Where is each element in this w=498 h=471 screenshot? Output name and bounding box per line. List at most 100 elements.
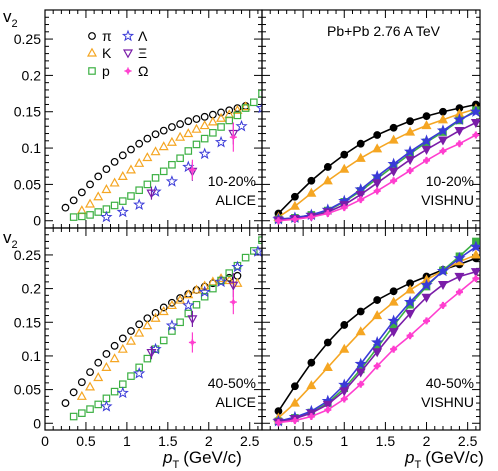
data-point-pi — [61, 399, 70, 407]
data-point-Omega — [455, 140, 463, 148]
data-point-pi — [102, 165, 111, 174]
data-point-Lambda-shape — [198, 147, 211, 160]
x-tick-label: 2.5 — [458, 433, 478, 449]
legend-entry-Omega: Ω — [124, 63, 148, 79]
data-point-Xi-shape — [388, 328, 399, 338]
data-point-K-shape — [175, 294, 186, 304]
data-point-Xi-shape — [355, 368, 366, 378]
data-point-K-shape — [207, 116, 218, 126]
data-point-p-shape — [94, 208, 103, 216]
data-point-p — [86, 211, 94, 219]
data-point-K-shape — [470, 249, 480, 259]
data-point-pi-shape — [151, 130, 160, 139]
data-point-K — [134, 157, 145, 167]
data-point-pi-shape — [225, 273, 234, 282]
data-point-Omega-center — [341, 396, 347, 402]
data-point-Omega-center — [358, 197, 364, 203]
data-point-Xi-shape — [372, 179, 383, 189]
data-point-Omega — [357, 196, 365, 204]
data-point-pi-shape — [151, 308, 160, 317]
data-point-p — [168, 160, 176, 169]
data-point-p-shape — [118, 197, 127, 205]
data-point-p — [241, 104, 250, 112]
data-point-p-shape — [176, 318, 184, 327]
data-point-K-shape — [76, 205, 87, 215]
data-point-p-shape — [86, 405, 94, 413]
series-pi — [61, 102, 250, 212]
data-point-pi-shape — [291, 382, 299, 391]
data-point-Lambda — [198, 285, 211, 298]
data-point-K-shape — [76, 390, 87, 400]
data-point-p-shape — [127, 372, 135, 380]
data-point-Omega-center — [325, 407, 331, 413]
data-point-Omega-center — [391, 346, 397, 352]
data-point-p-shape — [225, 269, 234, 277]
data-point-Lambda-shape — [436, 124, 450, 136]
legend-symbol-Omega-shape — [124, 67, 132, 75]
data-point-pi-shape — [102, 350, 111, 358]
data-point-Xi — [355, 190, 366, 201]
data-point-K-shape — [437, 114, 449, 124]
data-point-pi-shape — [389, 287, 398, 296]
data-point-p — [225, 116, 234, 125]
x-tick-label: 1.5 — [376, 433, 396, 449]
data-point-pi-shape — [69, 388, 78, 397]
data-point-K — [405, 284, 416, 294]
data-point-p — [69, 213, 78, 221]
data-point-K-shape — [150, 312, 161, 322]
data-point-Xi-shape — [146, 348, 157, 359]
data-point-Xi-shape — [187, 315, 198, 325]
data-point-p — [233, 111, 242, 120]
axis-titles: v2 v2 pT (GeV/c) pT (GeV/c) — [3, 7, 484, 471]
data-point-p-shape — [250, 98, 258, 107]
data-point-Omega — [357, 380, 365, 388]
data-point-Xi — [388, 167, 399, 177]
data-point-Omega-center — [292, 418, 298, 424]
data-point-K — [306, 380, 317, 390]
legend-entry-Xi: Ξ — [122, 45, 147, 61]
data-point-pi — [77, 188, 86, 197]
data-point-Lambda-shape — [436, 264, 450, 277]
data-point-p — [118, 380, 127, 389]
data-point-Omega-center — [231, 135, 236, 140]
data-point-Omega — [291, 215, 299, 223]
data-point-Xi-shape — [437, 280, 449, 290]
data-point-K — [232, 104, 243, 114]
data-point-K — [166, 299, 177, 310]
data-point-pi — [127, 327, 135, 335]
legend-label-K: K — [102, 45, 112, 61]
data-point-Lambda — [436, 124, 450, 136]
data-point-Lambda-shape — [149, 185, 162, 197]
data-point-Xi — [228, 281, 239, 291]
data-point-Omega-center — [374, 188, 380, 194]
data-point-Lambda-shape — [469, 240, 480, 253]
centrality-label: 40-50% — [426, 375, 474, 391]
data-point-Xi-shape — [470, 119, 480, 129]
data-point-Xi-shape — [339, 387, 350, 397]
data-point-K-shape — [339, 343, 350, 353]
data-point-pi-shape — [118, 334, 127, 343]
data-point-K-shape — [339, 163, 350, 173]
data-point-pi — [94, 172, 103, 181]
data-point-K — [175, 131, 186, 141]
data-point-pi-shape — [86, 368, 94, 376]
data-point-p — [200, 134, 209, 143]
data-point-Omega-center — [456, 141, 462, 147]
source-label: VISHNU — [421, 192, 474, 208]
data-point-pi — [389, 123, 398, 132]
data-point-Xi — [187, 315, 198, 325]
data-point-Xi-shape — [437, 136, 449, 146]
data-point-Omega-center — [275, 218, 281, 224]
data-point-Lambda — [371, 336, 384, 348]
data-point-K-shape — [289, 200, 300, 210]
data-point-K-shape — [134, 327, 145, 337]
data-point-K-shape — [191, 123, 202, 133]
data-point-K — [388, 134, 399, 144]
data-point-p-shape — [69, 412, 78, 421]
data-point-Xi — [355, 368, 366, 378]
data-point-K — [289, 200, 300, 210]
data-point-K-shape — [150, 146, 161, 156]
y-tick-label: 0.25 — [14, 31, 41, 47]
legend-symbol-Omega — [124, 67, 132, 75]
legend-entry-pi: π — [88, 28, 112, 44]
